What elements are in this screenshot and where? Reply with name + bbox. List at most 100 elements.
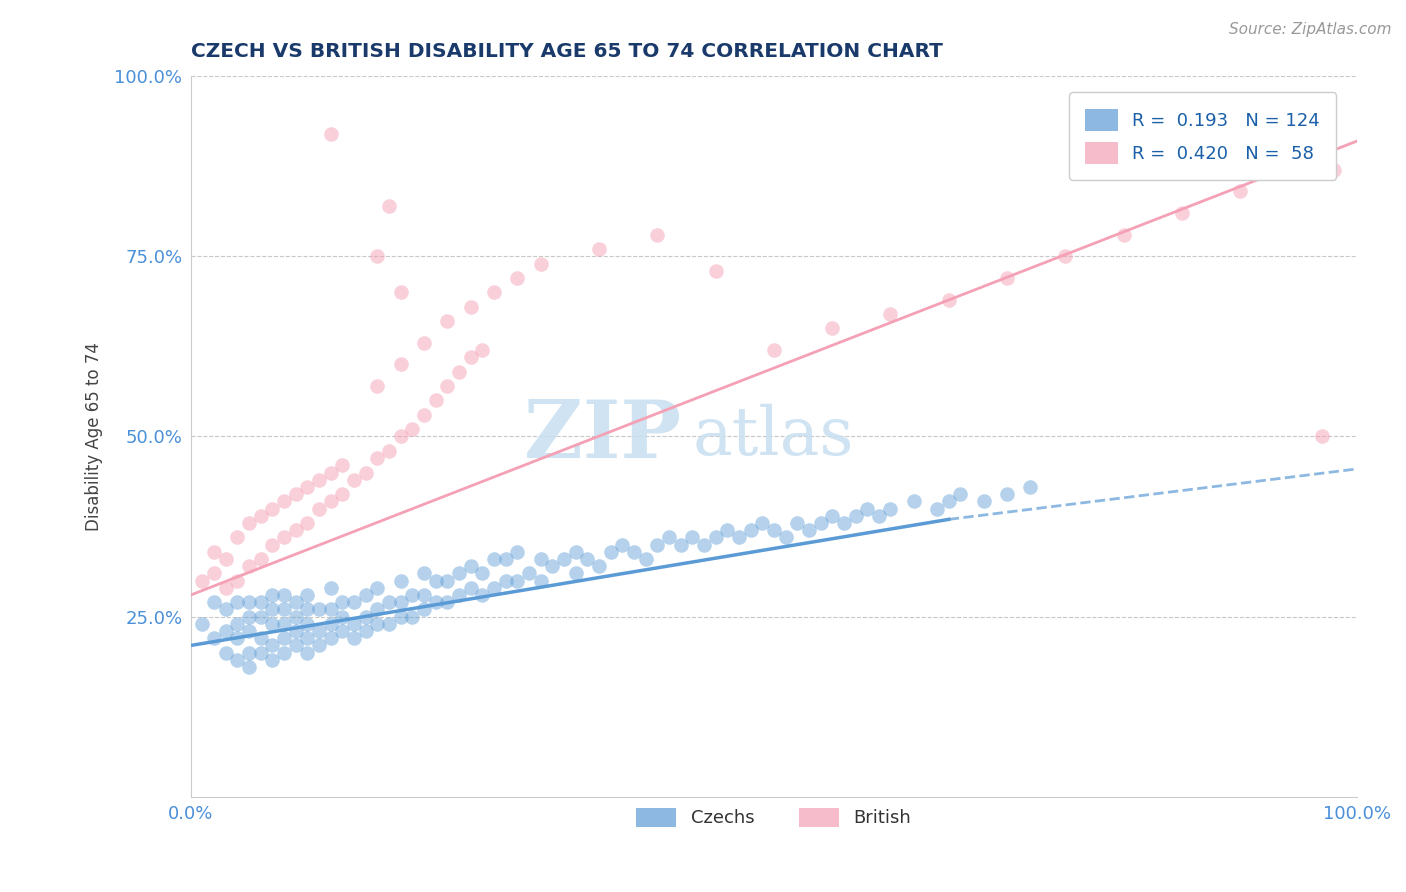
Point [634,552,657,566]
Point [786,516,808,530]
Point [482,285,505,300]
Point [215,552,238,566]
Point [297,602,319,616]
Point [588,559,610,574]
Point [530,574,553,588]
Point [202,595,225,609]
Point [389,358,412,372]
Point [308,624,330,638]
Point [868,508,890,523]
Point [319,632,342,646]
Point [728,530,751,544]
Point [927,501,949,516]
Point [645,538,668,552]
Point [762,523,785,537]
Point [389,429,412,443]
Point [938,494,960,508]
Point [238,609,260,624]
Point [553,552,575,566]
Point [460,581,482,595]
Point [191,616,214,631]
Point [413,566,436,581]
Point [297,632,319,646]
Point [844,508,866,523]
Point [273,530,295,544]
Point [740,523,762,537]
Point [297,588,319,602]
Point [797,523,820,537]
Point [273,616,295,631]
Point [249,646,271,660]
Point [1171,206,1194,220]
Point [249,609,271,624]
Point [1019,480,1042,494]
Point [215,624,238,638]
Point [308,639,330,653]
Point [284,595,307,609]
Point [716,523,738,537]
Point [623,545,645,559]
Point [401,609,423,624]
Point [262,602,284,616]
Point [389,285,412,300]
Point [425,595,447,609]
Text: CZECH VS BRITISH DISABILITY AGE 65 TO 74 CORRELATION CHART: CZECH VS BRITISH DISABILITY AGE 65 TO 74… [191,42,942,61]
Point [343,616,366,631]
Point [226,530,249,544]
Point [319,616,342,631]
Point [517,566,540,581]
Point [354,609,377,624]
Point [810,516,832,530]
Point [530,552,553,566]
Point [436,314,458,328]
Point [330,458,353,473]
Point [506,271,529,285]
Point [879,307,901,321]
Point [238,660,260,674]
Point [447,566,470,581]
Point [856,501,879,516]
Point [308,602,330,616]
Point [681,530,703,544]
Point [354,466,377,480]
Point [425,574,447,588]
Point [262,588,284,602]
Point [599,545,621,559]
Point [366,379,388,393]
Point [343,632,366,646]
Point [471,588,494,602]
Point [1323,162,1346,177]
Point [564,566,586,581]
Point [378,199,401,213]
Point [541,559,564,574]
Point [215,581,238,595]
Point [762,343,785,357]
Point [879,501,901,516]
Legend: Czechs, British: Czechs, British [630,801,918,835]
Point [226,616,249,631]
Text: ZIP: ZIP [523,398,681,475]
Point [460,300,482,314]
Point [226,632,249,646]
Point [297,480,319,494]
Point [447,588,470,602]
Point [425,393,447,408]
Point [319,127,342,141]
Point [284,487,307,501]
Point [319,466,342,480]
Point [401,588,423,602]
Text: Source: ZipAtlas.com: Source: ZipAtlas.com [1229,22,1392,37]
Point [215,646,238,660]
Point [775,530,797,544]
Point [401,422,423,436]
Point [366,616,388,631]
Point [202,632,225,646]
Point [378,595,401,609]
Point [238,516,260,530]
Point [249,552,271,566]
Point [330,609,353,624]
Point [447,365,470,379]
Point [226,574,249,588]
Point [308,501,330,516]
Point [413,335,436,350]
